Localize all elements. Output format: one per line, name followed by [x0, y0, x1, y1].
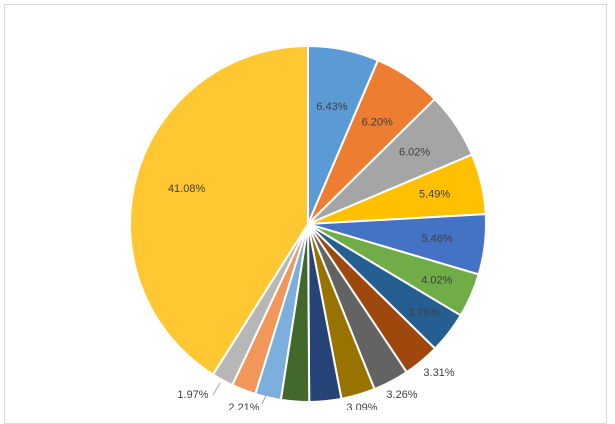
data-label-6: 4.02%: [421, 274, 452, 286]
pie-slices: [129, 44, 488, 404]
data-label-1: 6.43%: [316, 101, 347, 113]
pie-chart: 6.43% 6.20% 6.02% 5.49% 5.46% 4.02% 3.76% 3.31%…: [129, 44, 488, 410]
data-label-15: 1.97%: [177, 389, 208, 401]
leader-line-15: [212, 382, 221, 396]
data-label-7: 3.76%: [408, 307, 439, 319]
data-label-10: 3.09%: [346, 402, 377, 410]
data-label-8: 3.31%: [423, 367, 454, 379]
data-label-14: 2.21%: [228, 402, 259, 410]
data-label-5: 5.46%: [421, 233, 452, 245]
leader-lines: [212, 382, 269, 405]
data-label-9: 3.26%: [386, 389, 417, 401]
data-labels: 6.43% 6.20% 6.02% 5.49% 5.46% 4.02% 3.76% 3.31%…: [168, 101, 455, 410]
leader-line-14: [261, 390, 269, 405]
data-label-16: 41.08%: [168, 183, 206, 195]
data-label-3: 6.02%: [399, 147, 430, 159]
data-label-4: 5.49%: [419, 189, 450, 201]
pie-slice-16: [129, 44, 309, 376]
data-label-2: 6.20%: [362, 116, 393, 128]
